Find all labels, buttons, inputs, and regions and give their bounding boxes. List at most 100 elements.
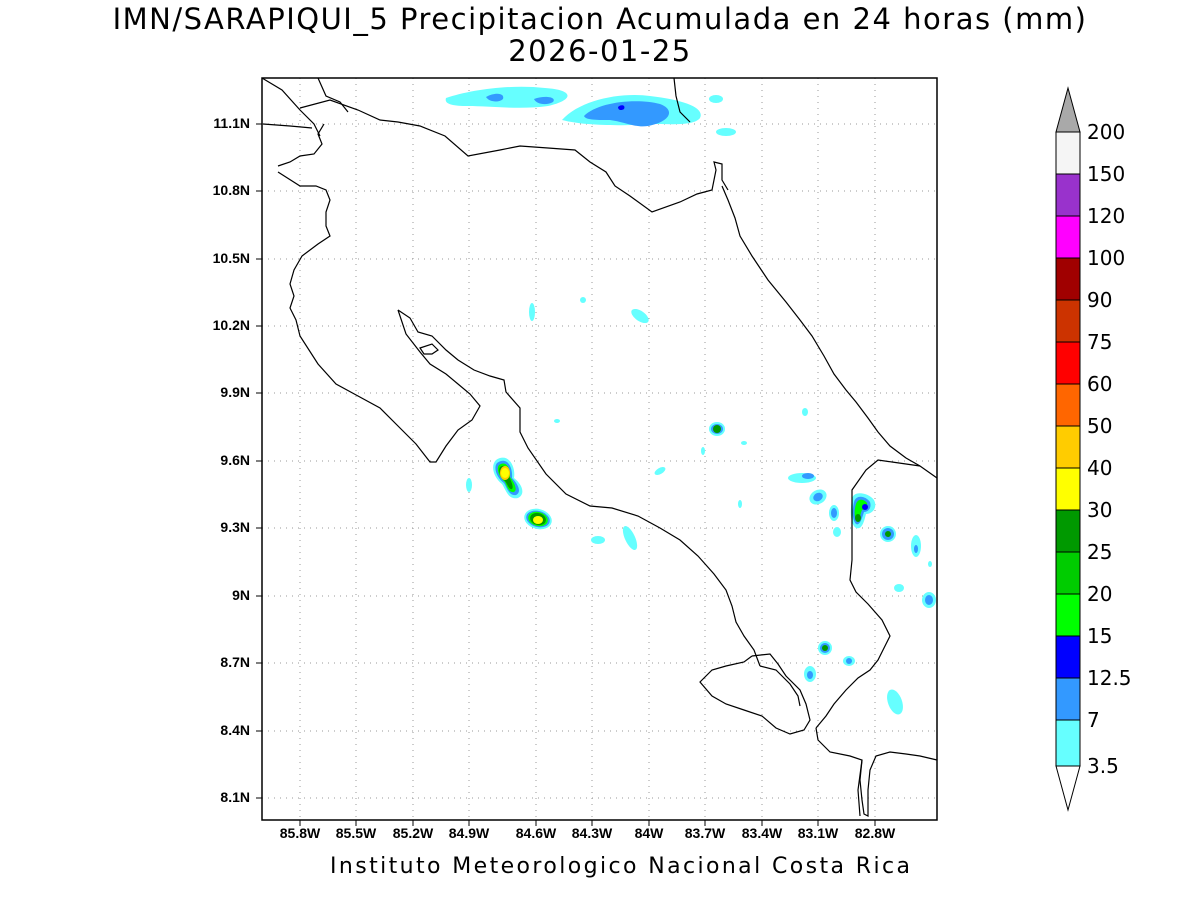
precip-area	[716, 128, 736, 136]
x-tick-label: 83.7W	[684, 825, 726, 841]
precip-area	[445, 86, 568, 108]
colorbar-bin	[1055, 341, 1081, 385]
colorbar-bin	[1055, 425, 1081, 469]
colorbar-bin	[1055, 173, 1081, 217]
precip-area	[741, 441, 747, 445]
precip-area	[701, 447, 705, 455]
precip-area	[631, 308, 649, 324]
colorbar-label: 120	[1087, 204, 1126, 228]
precip-area	[584, 101, 670, 127]
colorbar-label: 30	[1087, 498, 1113, 522]
colorbar-label: 75	[1087, 330, 1113, 354]
precipitation-areas	[445, 86, 936, 715]
colorbar-top-arrow	[1055, 86, 1081, 133]
y-tick-label: 9.9N	[220, 384, 250, 400]
precip-area	[822, 645, 828, 651]
nicaragua-border	[261, 77, 729, 213]
precip-area	[486, 93, 504, 102]
osa-peninsula	[699, 653, 811, 735]
colorbar-bin	[1055, 635, 1081, 679]
colorbar-bin	[1055, 383, 1081, 427]
precip-area	[833, 527, 841, 537]
precip-area	[654, 467, 666, 475]
precip-area	[807, 671, 813, 679]
precip-area	[862, 504, 868, 510]
colorbar-label: 20	[1087, 582, 1113, 606]
map-title: IMN/SARAPIQUI_5 Precipitacion Acumulada …	[112, 2, 1088, 36]
colorbar-bin	[1055, 719, 1081, 767]
y-tick-label: 9.6N	[220, 452, 250, 468]
colorbar-label: 40	[1087, 456, 1113, 480]
precip-area	[846, 658, 852, 664]
precip-area	[855, 514, 861, 522]
footer-credit: Instituto Meteorologico Nacional Costa R…	[330, 854, 913, 879]
colorbar-label: 7	[1087, 708, 1100, 732]
precip-area	[713, 425, 721, 433]
colorbar-label: 3.5	[1087, 754, 1119, 778]
colorbar-label: 100	[1087, 246, 1126, 270]
panama-border	[815, 727, 938, 817]
colorbar-label: 50	[1087, 414, 1113, 438]
y-tick-label: 9N	[232, 587, 250, 603]
pacific-coast	[277, 123, 481, 463]
grid	[262, 78, 937, 820]
precip-area	[831, 508, 837, 518]
precip-area	[802, 473, 814, 479]
y-tick-label: 8.1N	[220, 789, 250, 805]
colorbar	[1055, 86, 1081, 812]
golfo-dulce	[759, 459, 921, 729]
x-tick-label: 85.5W	[335, 825, 377, 841]
colorbar-bin	[1055, 131, 1081, 175]
precip-area	[928, 561, 932, 567]
precip-area	[580, 297, 586, 303]
colorbar-bottom-arrow	[1055, 765, 1081, 812]
colorbar-bin	[1055, 677, 1081, 721]
map-date: 2026-01-25	[508, 34, 692, 68]
precip-area	[802, 408, 808, 416]
precip-area	[894, 584, 904, 592]
y-tick-label: 9.3N	[220, 519, 250, 535]
precip-area	[591, 536, 605, 544]
colorbar-label: 12.5	[1087, 666, 1132, 690]
precip-area	[554, 419, 560, 423]
precip-area	[914, 545, 918, 553]
colorbar-bin	[1055, 215, 1081, 259]
precip-area	[534, 96, 554, 105]
precip-area	[466, 478, 472, 492]
precip-area	[618, 105, 625, 111]
colorbar-label: 150	[1087, 162, 1126, 186]
burica	[857, 759, 863, 817]
colorbar-label: 60	[1087, 372, 1113, 396]
lake-shore	[317, 77, 349, 113]
colorbar-bin	[1055, 551, 1081, 595]
x-tick-label: 84W	[634, 825, 664, 841]
x-tick-label: 83.4W	[741, 825, 783, 841]
y-tick-label: 10.2N	[212, 317, 250, 333]
x-tick-label: 83.1W	[797, 825, 839, 841]
x-tick-label: 84.6W	[515, 825, 557, 841]
precip-area	[622, 526, 638, 550]
precip-area	[501, 468, 509, 478]
precip-area	[887, 689, 903, 715]
nicoya-island	[419, 343, 439, 355]
precip-area	[738, 500, 742, 508]
y-tick-label: 10.8N	[212, 182, 250, 198]
caribbean-coast	[673, 77, 938, 479]
y-tick-label: 8.4N	[220, 722, 250, 738]
precip-area	[709, 95, 723, 103]
y-tick-label: 10.5N	[212, 250, 250, 266]
colorbar-label: 15	[1087, 624, 1113, 648]
x-tick-label: 82.8W	[854, 825, 896, 841]
tick-marks	[256, 123, 876, 826]
colorbar-bin	[1055, 509, 1081, 553]
colorbar-bin	[1055, 299, 1081, 343]
coastlines	[261, 77, 938, 817]
precip-area	[533, 516, 543, 524]
colorbar-label: 200	[1087, 120, 1126, 144]
x-tick-label: 84.3W	[571, 825, 613, 841]
y-tick-label: 11.1N	[213, 115, 250, 131]
precip-area	[925, 595, 933, 605]
colorbar-bin	[1055, 467, 1081, 511]
x-tick-label: 85.8W	[279, 825, 321, 841]
